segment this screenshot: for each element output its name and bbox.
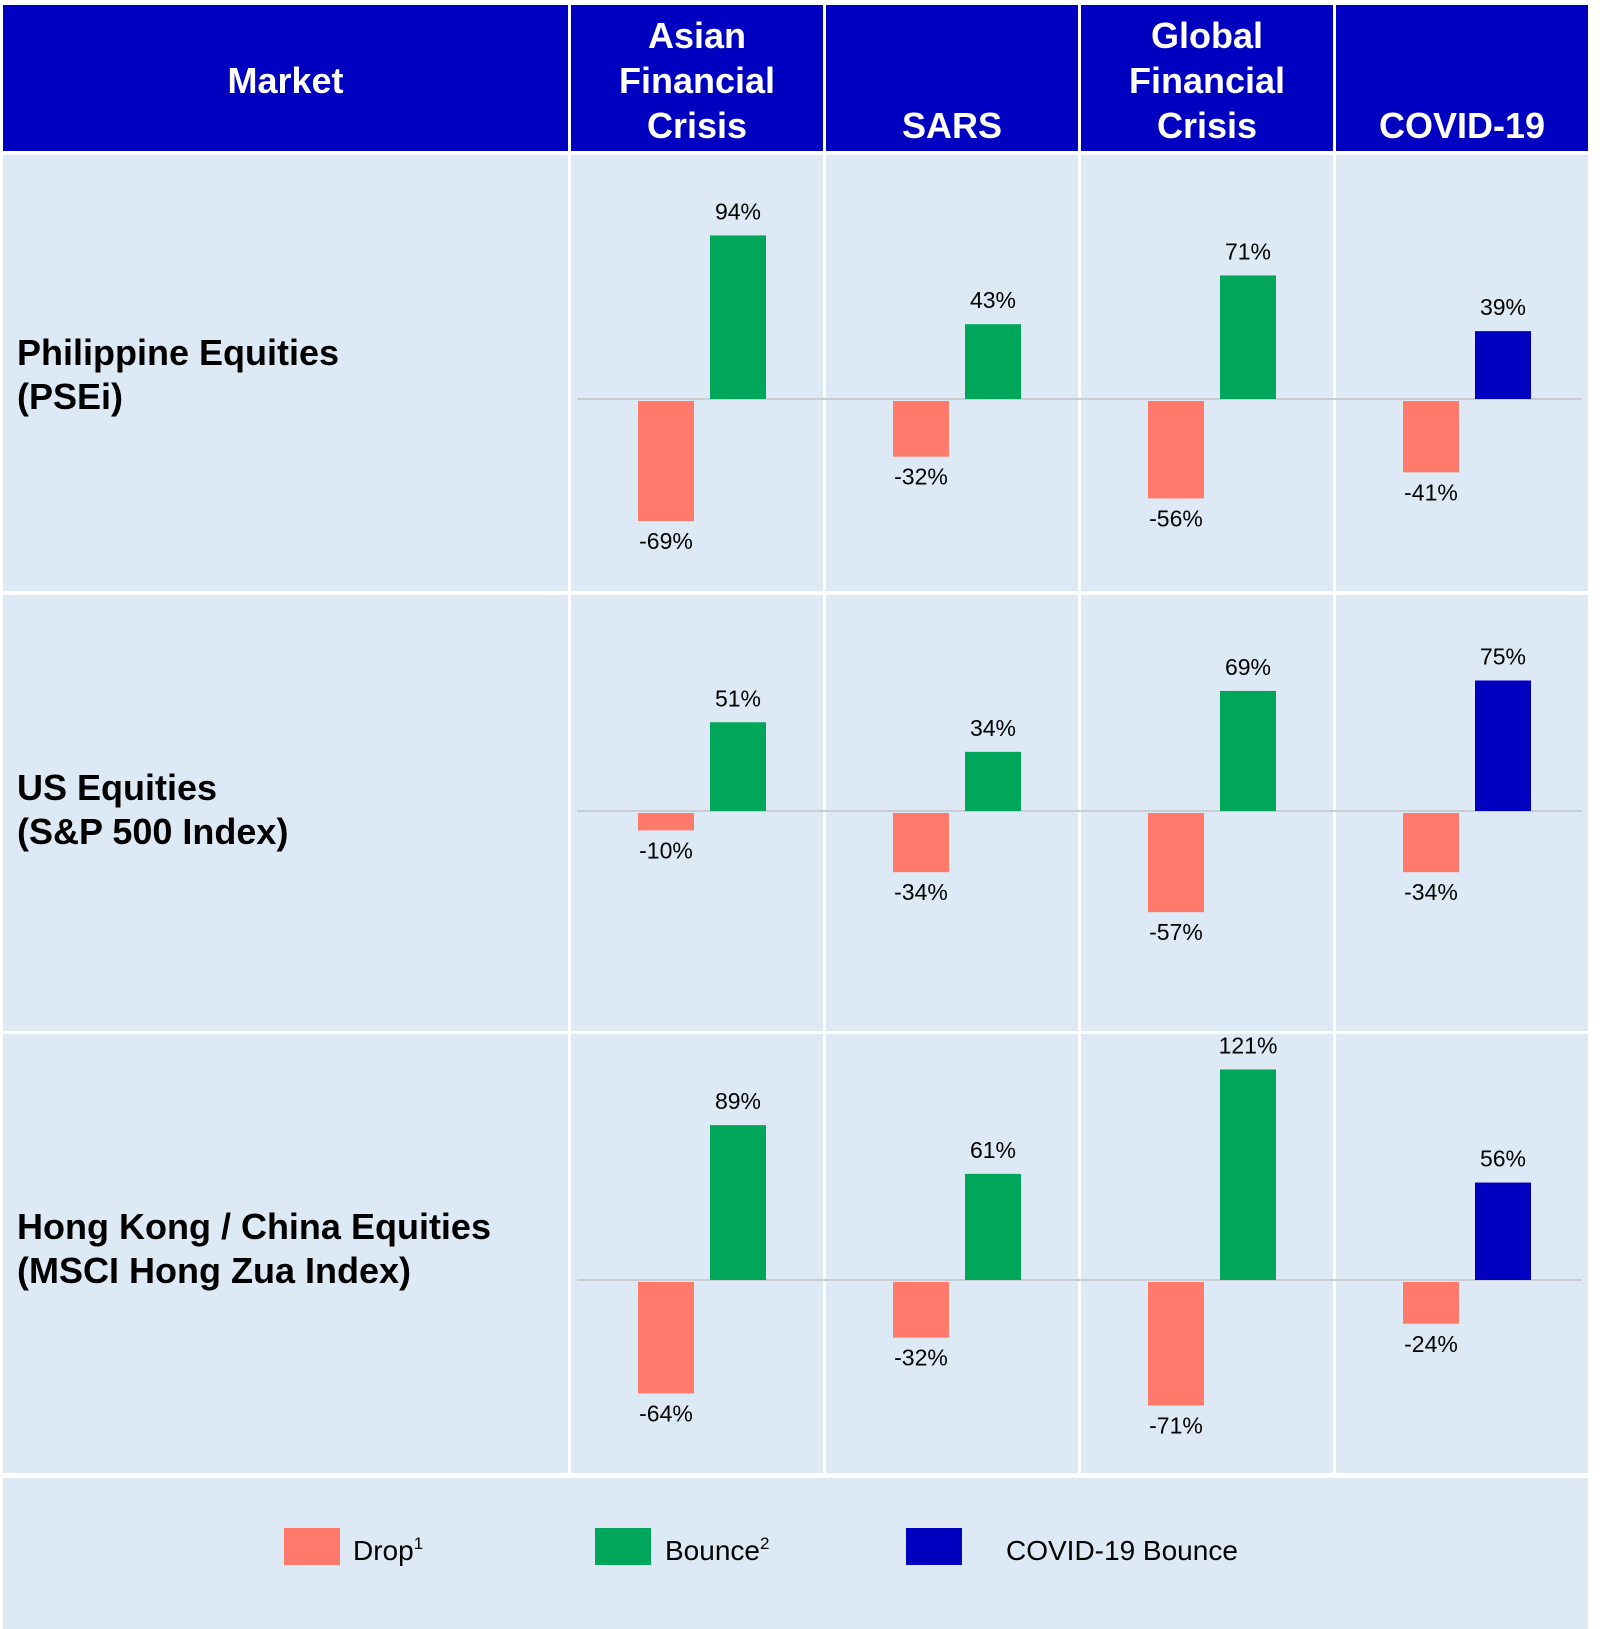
bounce-value-label: 61% — [970, 1137, 1016, 1163]
header-cell-event-2 — [826, 5, 1078, 151]
drop-value-label: -64% — [639, 1400, 693, 1426]
header-cell-event-1 — [571, 5, 823, 151]
table-cell — [1336, 1034, 1588, 1473]
drop-bar — [638, 1282, 694, 1394]
drop-bar — [638, 813, 694, 831]
table-cell — [3, 1034, 568, 1473]
table-cell — [571, 595, 823, 1031]
legend-label: Bounce2 — [665, 1534, 769, 1566]
bounce-bar — [710, 235, 766, 399]
table-cell — [826, 1034, 1078, 1473]
legend-swatch — [284, 1528, 340, 1565]
table-cell — [1336, 595, 1588, 1031]
header-event-label: Crisis — [647, 105, 747, 146]
bounce-bar — [1220, 275, 1276, 399]
drop-bar — [893, 1282, 949, 1338]
header-market-label: Market — [227, 60, 343, 101]
drop-value-label: -34% — [1404, 879, 1458, 905]
covid-bounce-bar — [1475, 680, 1531, 811]
header-cell-market — [3, 5, 568, 151]
drop-value-label: -41% — [1404, 479, 1458, 505]
table-backgrounds — [3, 155, 1588, 1473]
legend-label: Drop1 — [353, 1534, 423, 1566]
bounce-value-label: 43% — [970, 287, 1016, 313]
legend-footnote-marker: 2 — [760, 1534, 769, 1553]
drop-value-label: -10% — [639, 837, 693, 863]
drop-value-label: -69% — [639, 528, 693, 554]
table-cell — [1081, 155, 1333, 591]
market-label: Hong Kong / China Equities — [17, 1206, 491, 1247]
bounce-bar — [965, 1173, 1021, 1280]
drop-value-label: -32% — [894, 1345, 948, 1371]
drop-bar — [638, 401, 694, 522]
header-cell-event-3 — [1081, 5, 1333, 151]
table-cell — [1081, 1034, 1333, 1473]
header-event-label: SARS — [902, 105, 1002, 146]
header-event-label: Global — [1151, 15, 1263, 56]
market-label: (MSCI Hong Zua Index) — [17, 1250, 411, 1291]
market-label: Philippine Equities — [17, 332, 339, 373]
market-label: (PSEi) — [17, 376, 123, 417]
legend-swatch — [906, 1528, 962, 1565]
market-label: (S&P 500 Index) — [17, 811, 288, 852]
drop-bar — [1403, 813, 1459, 873]
bounce-bar — [1220, 690, 1276, 811]
bounce-bar — [965, 751, 1021, 811]
bounce-bar — [710, 1125, 766, 1280]
bounce-value-label: 51% — [715, 685, 761, 711]
header-event-label: Financial — [619, 60, 775, 101]
legend-label: COVID-19 Bounce — [1006, 1535, 1238, 1566]
drop-value-label: -71% — [1149, 1413, 1203, 1439]
bounce-value-label: 56% — [1480, 1146, 1526, 1172]
drop-value-label: -57% — [1149, 919, 1203, 945]
drop-bar — [1148, 1282, 1204, 1406]
table-cell — [826, 155, 1078, 591]
bounce-value-label: 69% — [1225, 654, 1271, 680]
header-event-label: Crisis — [1157, 105, 1257, 146]
drop-value-label: -32% — [894, 464, 948, 490]
covid-bounce-bar — [1475, 331, 1531, 399]
market-label: US Equities — [17, 767, 217, 808]
drop-bar — [1403, 1282, 1459, 1324]
legend-footnote-marker: 1 — [414, 1534, 423, 1553]
bounce-bar — [965, 324, 1021, 399]
table-cell — [3, 595, 568, 1031]
bounce-value-label: 94% — [715, 198, 761, 224]
table-cell — [571, 1034, 823, 1473]
table-cell — [1081, 595, 1333, 1031]
header-event-label: COVID-19 — [1379, 105, 1545, 146]
value-labels: -69% 94% -32% 43% -56% 71% -41% 39% -10% 51% -34% 3… — [639, 198, 1526, 1438]
drop-value-label: -24% — [1404, 1331, 1458, 1357]
drop-value-label: -34% — [894, 879, 948, 905]
drop-bar — [893, 401, 949, 457]
header-event-label: Asian — [648, 15, 746, 56]
table-cell — [3, 155, 568, 591]
market-rows: Philippine Equities(PSEi) US Equities(S&P… — [17, 332, 491, 1291]
bounce-bar — [710, 722, 766, 811]
bounce-value-label: 71% — [1225, 238, 1271, 264]
table-cell — [571, 155, 823, 591]
bounce-value-label: 89% — [715, 1088, 761, 1114]
bounce-value-label: 75% — [1480, 644, 1526, 670]
drop-bar — [1148, 813, 1204, 913]
table-cell — [1336, 155, 1588, 591]
legend: Drop1 Bounce2 COVID-19 Bounce — [3, 1478, 1588, 1629]
bounce-bar — [1220, 1069, 1276, 1280]
bounce-value-label: 121% — [1219, 1032, 1278, 1058]
table-cell — [826, 595, 1078, 1031]
bars — [577, 235, 1582, 1406]
bounce-value-label: 39% — [1480, 294, 1526, 320]
header-cell-event-4 — [1336, 5, 1588, 151]
legend-background — [3, 1478, 1588, 1629]
drop-bar — [1148, 401, 1204, 499]
header-event-label: Financial — [1129, 60, 1285, 101]
drop-value-label: -56% — [1149, 505, 1203, 531]
legend-swatch — [595, 1528, 651, 1565]
bounce-value-label: 34% — [970, 715, 1016, 741]
drop-bar — [1403, 401, 1459, 473]
drop-bar — [893, 813, 949, 873]
covid-bounce-bar — [1475, 1182, 1531, 1280]
